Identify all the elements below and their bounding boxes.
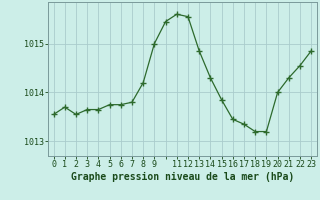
X-axis label: Graphe pression niveau de la mer (hPa): Graphe pression niveau de la mer (hPa) (71, 172, 294, 182)
